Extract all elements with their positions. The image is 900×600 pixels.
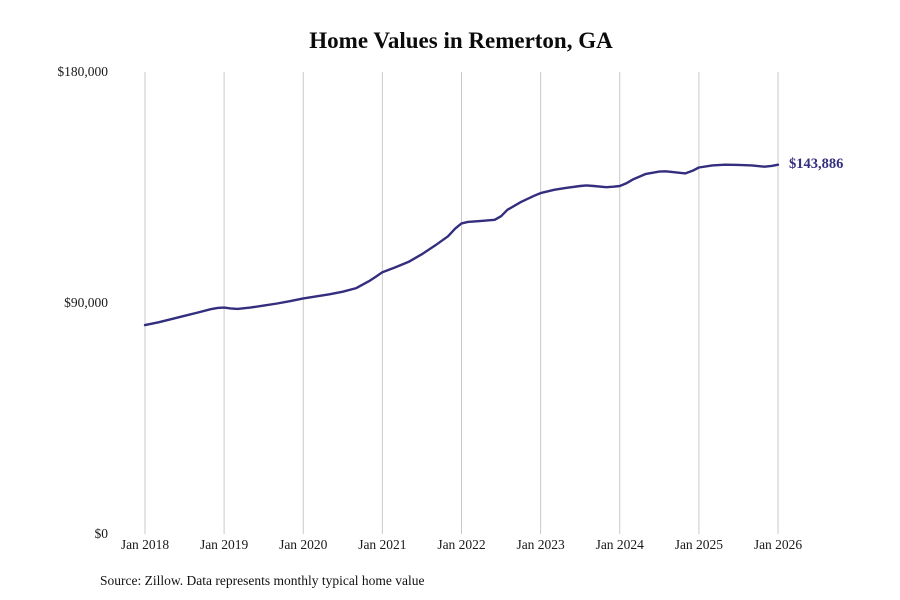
latest-value-label: $143,886	[789, 155, 844, 172]
home-value-line	[143, 163, 780, 327]
chart-title: Home Values in Remerton, GA	[309, 28, 613, 53]
source-note: Source: Zillow. Data represents monthly …	[100, 573, 425, 588]
